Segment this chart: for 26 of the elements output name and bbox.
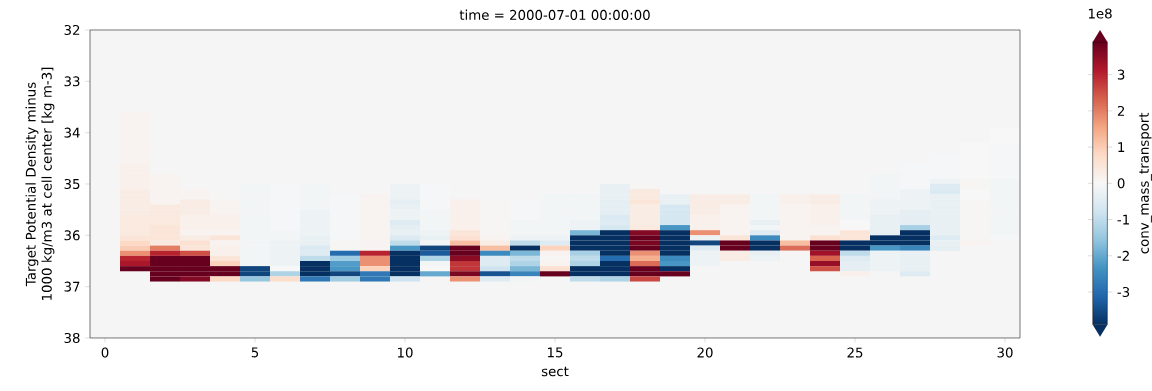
color-bar-label: -1 [1117, 214, 1129, 225]
x-tick-label: 15 [547, 347, 563, 358]
color-bar-label: 3 [1117, 69, 1125, 80]
x-tick-label: 0 [101, 347, 109, 358]
chart-title: time = 2000-07-01 00:00:00 [459, 9, 650, 20]
y-tick-label: 32 [64, 24, 80, 36]
x-axis-title: sect [541, 366, 569, 377]
color-bar-label: -2 [1117, 250, 1129, 261]
color-bar-label: 2 [1117, 105, 1125, 116]
y-tick-label: 36 [64, 230, 80, 241]
color-bar-label: 1 [1118, 142, 1125, 152]
y-axis-title: Target Potential Density minus 1000 kg/m3 at cell center [kg m-3] [25, 67, 55, 300]
y-tick-label: 33 [64, 76, 80, 87]
x-tick-label: 5 [251, 347, 259, 358]
y-tick-label: 34 [64, 127, 80, 138]
x-tick-label: 30 [997, 347, 1013, 358]
y-tick-label: 38 [64, 332, 80, 344]
y-tick-label: 35 [64, 178, 80, 190]
y-tick-label: 37 [64, 281, 80, 292]
x-tick-label: 20 [697, 347, 713, 358]
color-bar-title: conv_mass_transport [1139, 112, 1152, 254]
text: 1e8 [1088, 8, 1112, 19]
color-bar-label: 0 [1117, 178, 1125, 189]
color-bar-label: -3 [1117, 286, 1130, 298]
x-tick-label: 10 [397, 347, 413, 358]
x-tick-label: 25 [847, 347, 863, 358]
